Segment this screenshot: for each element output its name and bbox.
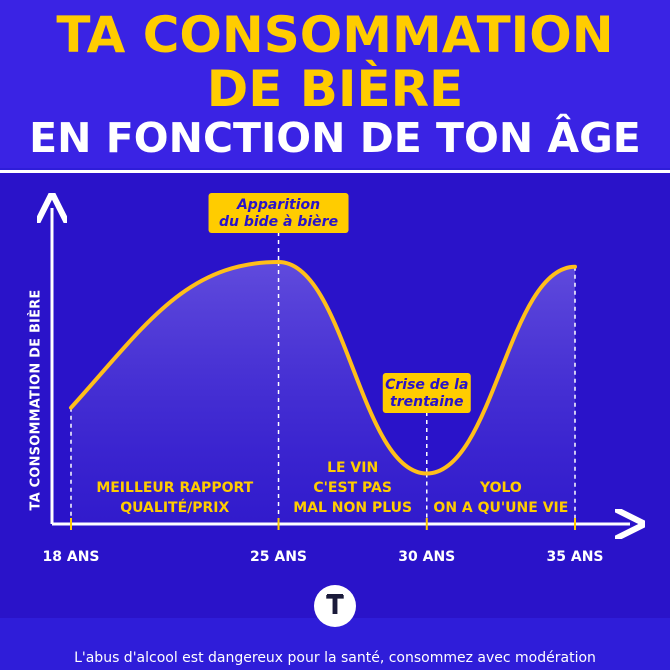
region-label-2-line-3: MAL NON PLUS — [293, 500, 412, 516]
title-line-2: DE BIÈRE — [206, 60, 464, 118]
t-logo-bar — [327, 594, 343, 597]
x-tick-label-18: 18 ANS — [43, 549, 100, 565]
annotation-box-25 — [208, 193, 349, 233]
x-tick-label-30: 30 ANS — [398, 549, 455, 565]
annotation-box-30 — [382, 373, 471, 413]
region-label-2-line-1: LE VIN — [327, 460, 378, 476]
annotation-text-30-line-1: Crise de la — [385, 377, 468, 393]
y-axis-label: TA CONSOMMATION DE BIÈRE — [28, 289, 44, 511]
title-line-1: TA CONSOMMATION — [56, 6, 614, 64]
region-label-1-line-2: QUALITÉ/PRIX — [120, 499, 229, 516]
annotation-text-25-line-2: du bide à bière — [219, 214, 338, 230]
region-label-2-line-2: C'EST PAS — [313, 480, 392, 496]
t-logo-letter: T — [326, 591, 344, 621]
title-line-3: EN FONCTION DE TON ÂGE — [29, 114, 641, 162]
annotation-text-30-line-2: trentaine — [390, 394, 463, 410]
region-label-3-line-1: YOLO — [479, 480, 522, 496]
disclaimer: L'abus d'alcool est dangereux pour la sa… — [74, 650, 596, 666]
x-tick-label-35: 35 ANS — [547, 549, 604, 565]
consumption-line — [69, 259, 577, 476]
curve-area-fill — [71, 262, 575, 524]
x-tick-label-25: 25 ANS — [250, 549, 307, 565]
header: TA CONSOMMATION DE BIÈRE EN FONCTION DE … — [0, 0, 670, 168]
header-divider — [0, 170, 670, 173]
annotation-text-25-line-1: Apparition — [236, 197, 320, 213]
region-label-1-line-1: MEILLEUR RAPPORT — [96, 480, 253, 496]
region-label-3-line-2: ON A QU'UNE VIE — [433, 500, 568, 516]
t-logo-icon: T — [314, 585, 356, 627]
